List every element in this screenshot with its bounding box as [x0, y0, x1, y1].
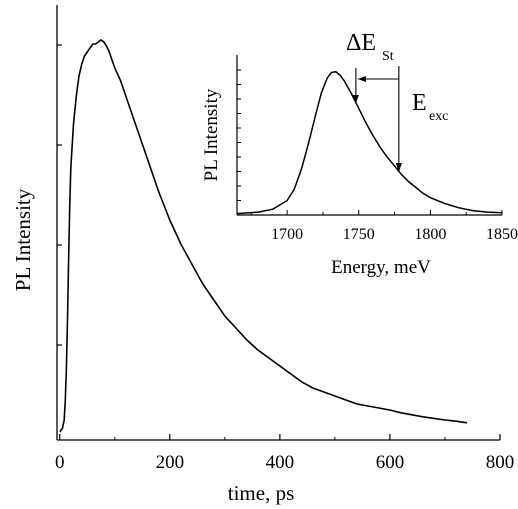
main-x-ticks — [59, 434, 501, 440]
stokes-shift-arrowhead — [352, 95, 359, 103]
stokes-shift-annotation: ΔE St — [346, 30, 399, 103]
inset-x-tick-labels: 1700 1750 1800 1850 — [271, 226, 518, 243]
inset-chart: 1700 1750 1800 1850 Energy, meV PL Intensit… — [201, 30, 518, 278]
main-x-tick-labels: 0 200 400 600 800 — [55, 452, 514, 473]
excitation-arrowhead — [395, 163, 402, 172]
main-series-line — [59, 39, 468, 433]
main-chart: 0 200 400 600 800 time, ps PL Intensity — [11, 5, 514, 505]
inset-x-tick-label: 1800 — [414, 226, 446, 243]
main-y-axis-title: PL Intensity — [11, 188, 35, 291]
stokes-shift-span-arrowhead — [357, 76, 366, 82]
stokes-shift-subscript: St — [382, 49, 394, 64]
excitation-subscript: exc — [429, 109, 448, 124]
main-x-tick-label: 400 — [266, 452, 295, 473]
inset-y-ticks — [237, 69, 241, 201]
inset-background — [237, 55, 502, 215]
stokes-shift-label: ΔE — [346, 30, 376, 56]
excitation-annotation: E exc — [395, 66, 448, 172]
main-x-tick-label: 800 — [486, 452, 515, 473]
inset-series-line — [236, 70, 503, 215]
main-x-axis-title: time, ps — [228, 481, 295, 505]
inset-x-axis-title: Energy, meV — [331, 257, 431, 278]
main-x-tick-label: 0 — [55, 452, 65, 473]
inset-y-axis-title: PL Intensity — [201, 88, 222, 181]
main-x-tick-label: 200 — [156, 452, 185, 473]
main-y-ticks — [57, 44, 62, 346]
main-x-tick-label: 600 — [376, 452, 405, 473]
inset-x-tick-label: 1750 — [343, 226, 375, 243]
excitation-label: E — [412, 90, 427, 116]
inset-x-tick-label: 1850 — [486, 226, 518, 243]
inset-x-tick-label: 1700 — [271, 226, 303, 243]
